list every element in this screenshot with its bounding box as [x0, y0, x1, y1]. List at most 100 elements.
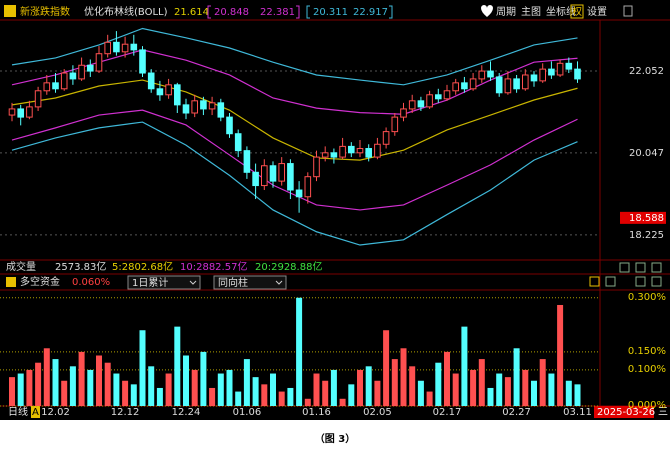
- candle-body: [130, 43, 138, 51]
- bar: [139, 330, 146, 406]
- y-tick-label: 0.300%: [628, 292, 666, 303]
- band-value: 20.848: [214, 7, 249, 18]
- bar: [156, 387, 163, 406]
- bar: [504, 377, 511, 406]
- dropdown-arrow: [275, 280, 283, 285]
- candle-body: [17, 108, 24, 118]
- toolbar-button[interactable]: 周期: [496, 6, 516, 18]
- bar: [400, 348, 407, 406]
- bar: [313, 373, 320, 406]
- bar: [43, 348, 50, 406]
- panel-icon[interactable]: [635, 276, 646, 287]
- candle-body: [313, 156, 320, 178]
- panel-icon[interactable]: [589, 276, 600, 287]
- bar: [165, 373, 172, 406]
- bar: [339, 398, 346, 406]
- dropdown[interactable]: [127, 275, 201, 290]
- band-value: 22.381: [260, 7, 295, 18]
- bar: [496, 373, 503, 406]
- bar: [330, 369, 337, 406]
- window-icon[interactable]: [623, 5, 633, 17]
- panel-icon[interactable]: [605, 276, 616, 287]
- candle-body: [78, 64, 85, 80]
- candle-body: [435, 94, 442, 100]
- candle-body: [147, 72, 155, 90]
- toolbar-button[interactable]: 权: [572, 5, 582, 18]
- x-tick-label: 01.06: [233, 407, 262, 418]
- bar: [531, 380, 537, 406]
- candle-body: [121, 43, 129, 53]
- index-icon[interactable]: [4, 5, 16, 17]
- candle-body: [539, 68, 547, 82]
- bar: [26, 369, 33, 406]
- candle-body: [113, 41, 120, 53]
- toolbar-button[interactable]: 设置: [587, 6, 607, 18]
- mid-value: 21.614: [174, 7, 209, 18]
- toolbar-button[interactable]: 主图: [521, 6, 541, 18]
- bar: [522, 369, 529, 406]
- candle-body: [487, 70, 494, 78]
- panel-icon[interactable]: [651, 276, 662, 287]
- candle-body: [530, 74, 538, 82]
- bar: [217, 373, 224, 406]
- candle-body: [261, 165, 268, 187]
- candle-body: [452, 82, 459, 92]
- bar: [235, 391, 242, 406]
- candle-body: [139, 49, 146, 74]
- candle-body: [495, 76, 503, 94]
- candle-body: [382, 131, 390, 145]
- panel-icon[interactable]: [635, 262, 646, 273]
- candle-body: [461, 82, 468, 90]
- bar: [383, 330, 390, 406]
- favorite-icon[interactable]: [481, 5, 493, 17]
- adjust-box: [570, 4, 584, 19]
- candle-body: [217, 102, 225, 118]
- candle-body: [104, 41, 112, 55]
- bar: [183, 355, 189, 406]
- candle-body: [278, 163, 285, 182]
- bar: [444, 351, 450, 406]
- bar: [574, 384, 581, 406]
- candle-body: [513, 78, 520, 90]
- panel-icon[interactable]: [651, 262, 662, 273]
- toolbar-button[interactable]: 坐标线: [546, 5, 576, 18]
- candle-body: [95, 53, 103, 72]
- period[interactable]: 日线: [8, 405, 28, 418]
- candle-body: [43, 82, 51, 92]
- candle-body: [200, 100, 207, 110]
- y-tick-label: 0.000%: [628, 400, 666, 411]
- bar: [270, 373, 276, 406]
- bar: [61, 380, 68, 406]
- help-icon[interactable]: [6, 277, 16, 287]
- bar: [87, 369, 94, 406]
- volume-ma: 10:2882.57亿: [180, 260, 247, 273]
- y-tick-label: 22.052: [629, 66, 664, 77]
- candle-body: [156, 88, 164, 96]
- candle-body: [182, 104, 190, 114]
- y-tick-label: 0.100%: [628, 364, 666, 375]
- candle-body: [478, 70, 486, 80]
- bar: [9, 377, 15, 406]
- bar: [548, 373, 555, 406]
- adjust-badge[interactable]: [31, 406, 40, 418]
- candle-body: [548, 68, 555, 76]
- bar: [435, 362, 442, 406]
- bar: [52, 359, 59, 406]
- bar: [35, 362, 42, 406]
- marker-label: 18.588: [629, 213, 664, 224]
- candle-body: [339, 145, 346, 158]
- bar: [374, 380, 381, 406]
- bar: [278, 391, 285, 406]
- panel-icon[interactable]: [619, 262, 630, 273]
- bar: [226, 369, 233, 406]
- bar: [470, 369, 477, 406]
- indicator-name[interactable]: 优化布林线(BOLL): [84, 5, 168, 18]
- candle-body: [52, 82, 59, 90]
- dropdown[interactable]: [213, 275, 287, 290]
- x-tick-label: 02.17: [433, 407, 462, 418]
- current-value: 0.060%: [72, 277, 110, 288]
- candle-body: [556, 62, 564, 76]
- bar: [417, 380, 424, 406]
- candle-body: [391, 116, 399, 133]
